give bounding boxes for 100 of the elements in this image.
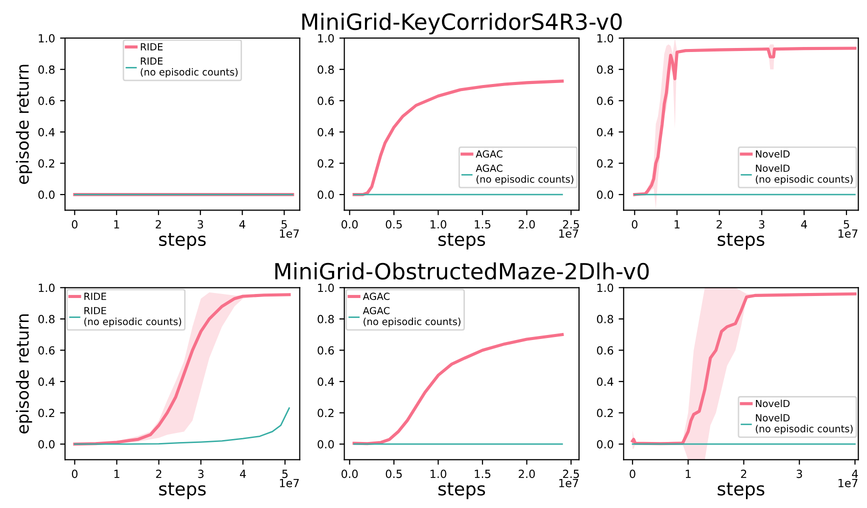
y-tick-label: 0.0 <box>596 190 614 199</box>
x-axis-title: steps <box>718 482 764 500</box>
y-tick-label: 1.0 <box>318 284 334 292</box>
x-tick-label: 1 <box>114 220 120 228</box>
x-tick-label: 1.0 <box>430 220 446 229</box>
x-tick-label: 1 <box>686 470 691 478</box>
text: 1e7 <box>838 479 858 488</box>
y-tick-label: 0.6 <box>38 96 55 106</box>
text: 1e7 <box>280 479 299 488</box>
x-axis-title: steps <box>159 482 206 500</box>
x-tick-label: 1 <box>114 470 120 478</box>
y-axis-title: episode return <box>16 64 32 184</box>
y-tick-label: 0.8 <box>596 314 614 324</box>
x-tick-label: 4 <box>240 470 246 478</box>
y-tick-label: 1.0 <box>318 34 334 42</box>
x-tick-label: 1.5 <box>474 470 490 478</box>
y-tick-label: 1.0 <box>597 34 614 42</box>
y-tick-label: 0.6 <box>318 96 334 106</box>
y-tick-label: 0.0 <box>318 190 334 199</box>
y-tick-label: 0.8 <box>38 314 55 324</box>
x-tick-label: 0.0 <box>342 220 358 229</box>
x-tick-label: 3 <box>198 470 204 478</box>
x-tick-label: 0.5 <box>386 470 402 478</box>
chart-title: MiniGrid-KeyCorridorS4R3-v0 <box>302 12 622 34</box>
x-tick-label: 5 <box>844 220 850 229</box>
x-tick-label: 2.0 <box>518 220 535 229</box>
y-tick-label: 0.0 <box>38 190 55 199</box>
text: 1e7 <box>280 229 299 238</box>
x-tick-label: 0 <box>630 470 636 478</box>
x-tick-label: 0 <box>72 470 78 478</box>
x-axis-title: steps <box>438 482 486 500</box>
y-tick-label: 0.2 <box>38 408 54 418</box>
line-series <box>74 407 290 445</box>
x-tick-label: 1.5 <box>474 220 490 229</box>
text: 1e7 <box>559 479 578 488</box>
y-tick-label: 1.0 <box>597 284 614 292</box>
x-tick-label: 4 <box>801 220 808 228</box>
legend-label: AGAC <box>476 150 502 158</box>
y-tick-label: 0.0 <box>318 440 334 448</box>
y-tick-label: 0.8 <box>318 314 334 324</box>
y-tick-label: 0.8 <box>596 65 614 74</box>
x-tick-label: 1 <box>674 220 680 228</box>
y-tick-label: 0.6 <box>596 346 614 355</box>
legend-label: NovelD <box>756 150 790 158</box>
legend-label: NovelD <box>756 400 790 408</box>
x-tick-label: 4 <box>239 220 246 228</box>
x-tick-label: 2.0 <box>518 470 535 478</box>
x-tick-label: 0.5 <box>386 220 402 229</box>
y-tick-label: 0.6 <box>38 346 55 355</box>
x-tick-label: 3 <box>759 220 764 229</box>
y-tick-label: 0.4 <box>596 128 614 136</box>
legend-label: AGAC (no episodic counts) <box>476 164 574 185</box>
line-series <box>352 333 564 446</box>
y-tick-label: 0.4 <box>318 128 334 136</box>
x-axis-title: steps <box>438 233 486 250</box>
x-tick-label: 5 <box>282 220 287 229</box>
legend-label: AGAC <box>362 292 390 300</box>
y-tick-label: 0.4 <box>38 128 55 136</box>
y-tick-label: 0.2 <box>596 159 613 168</box>
legend-label: RIDE <box>84 292 106 300</box>
legend-label: AGAC (no episodic counts) <box>362 306 460 328</box>
x-tick-label: 4 <box>852 470 858 478</box>
y-tick-label: 0.4 <box>596 377 614 386</box>
x-tick-label: 3 <box>198 220 204 229</box>
x-axis-title: steps <box>159 233 206 250</box>
y-tick-label: 0.2 <box>318 408 334 418</box>
legend-label: RIDE <box>140 43 163 50</box>
x-tick-label: 2.5 <box>563 220 579 229</box>
chart-title: MiniGrid-ObstructedMaze-2Dlh-v0 <box>275 262 649 280</box>
x-tick-label: 2.5 <box>563 470 579 478</box>
y-tick-label: 0.4 <box>318 377 334 386</box>
x-tick-label: 2 <box>156 470 162 478</box>
y-tick-label: 0.0 <box>596 440 614 448</box>
x-tick-label: 1.0 <box>430 470 446 478</box>
x-tick-label: 0 <box>72 220 78 229</box>
y-tick-label: 0.0 <box>38 440 55 448</box>
legend-label: RIDE (no episodic counts) <box>140 58 238 78</box>
x-tick-label: 0.0 <box>342 470 358 478</box>
y-axis-title: episode return <box>16 314 32 434</box>
x-tick-label: 5 <box>282 470 288 478</box>
legend-label: NovelD (no episodic counts) <box>756 164 853 185</box>
y-tick-label: 0.6 <box>596 96 614 106</box>
y-tick-label: 0.2 <box>596 408 613 418</box>
y-tick-label: 0.8 <box>38 65 55 74</box>
y-tick-label: 0.8 <box>318 65 334 74</box>
y-tick-label: 0.4 <box>38 377 55 386</box>
y-tick-label: 1.0 <box>38 284 55 292</box>
x-tick-label: 2 <box>156 220 161 228</box>
text: 1e7 <box>559 229 578 238</box>
legend-label: NovelD (no episodic counts) <box>756 414 853 434</box>
x-tick-label: 2 <box>741 470 746 478</box>
x-tick-label: 3 <box>796 470 802 478</box>
legend-label: RIDE (no episodic counts) <box>84 307 182 328</box>
y-tick-label: 0.2 <box>318 159 334 168</box>
y-tick-label: 0.2 <box>38 159 54 168</box>
x-tick-label: 0 <box>632 220 638 229</box>
x-axis-title: steps <box>718 233 764 250</box>
y-tick-label: 1.0 <box>38 34 55 42</box>
text: 1e7 <box>838 229 858 238</box>
x-tick-label: 2 <box>716 220 722 228</box>
